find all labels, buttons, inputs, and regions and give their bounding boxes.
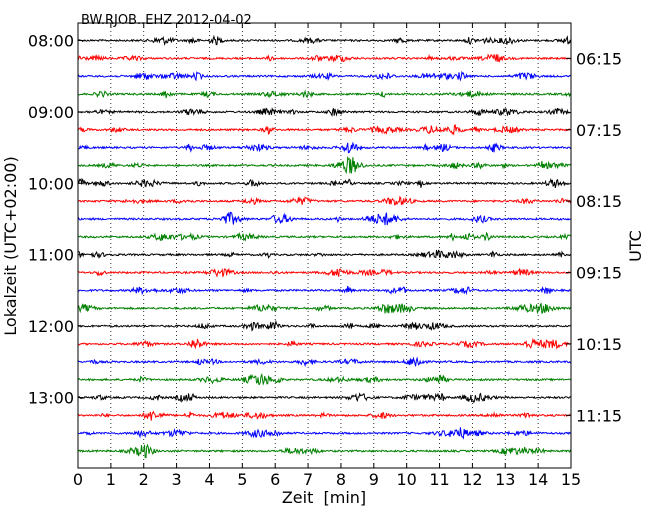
- x-tick-label: 15: [561, 470, 581, 489]
- trace-12: [77, 231, 572, 242]
- trace-4: [77, 89, 572, 99]
- trace-15: [77, 285, 572, 296]
- x-tick-label: 11: [429, 470, 449, 489]
- trace-17: [77, 319, 572, 332]
- trace-6: [77, 123, 572, 136]
- trace-11: [77, 211, 572, 226]
- x-tick-label: 13: [495, 470, 515, 489]
- trace-23: [77, 427, 572, 440]
- trace-1: [77, 34, 572, 47]
- right-tick-label: 08:15: [576, 192, 622, 211]
- left-tick-label: 08:00: [28, 32, 74, 51]
- trace-14: [77, 267, 572, 278]
- right-tick-label: 10:15: [576, 335, 622, 354]
- left-tick-label: 10:00: [28, 174, 74, 193]
- right-tick-label: 06:15: [576, 49, 622, 68]
- x-tick-label: 2: [139, 470, 149, 489]
- x-tick-label: 0: [73, 470, 83, 489]
- trace-21: [77, 392, 572, 404]
- x-tick-label: 12: [462, 470, 482, 489]
- right-tick-label: 09:15: [576, 264, 622, 283]
- trace-24: [77, 443, 572, 459]
- x-tick-label: 8: [336, 470, 346, 489]
- trace-3: [77, 70, 572, 82]
- left-tick-label: 13:00: [28, 389, 74, 408]
- trace-2: [77, 53, 572, 63]
- right-y-axis-label: UTC: [626, 230, 645, 262]
- x-axis-ticks: 0 1 2 3 4 5 6 7 8 9 10 11 12 13 14 15: [73, 23, 581, 489]
- trace-8: [77, 155, 572, 175]
- trace-7: [77, 141, 572, 154]
- left-tick-label: 09:00: [28, 103, 74, 122]
- trace-10: [77, 195, 572, 206]
- trace-16: [77, 302, 572, 315]
- plot-frame: [77, 22, 572, 469]
- x-tick-label: 9: [369, 470, 379, 489]
- right-y-axis-ticks: 06:15 07:15 08:15 09:15 10:15 11:15: [566, 49, 622, 425]
- trace-22: [77, 410, 572, 421]
- left-y-axis-ticks: 08:00 09:00 10:00 11:00 12:00 13:00: [28, 32, 83, 408]
- x-axis-label: Zeit [min]: [282, 488, 366, 507]
- trace-20: [77, 372, 572, 386]
- right-tick-label: 07:15: [576, 121, 622, 140]
- x-tick-label: 6: [270, 470, 280, 489]
- left-y-axis-label: Lokalzeit (UTC+02:00): [1, 156, 20, 335]
- x-tick-label: 5: [237, 470, 247, 489]
- trace-13: [77, 249, 572, 259]
- trace-18: [77, 337, 572, 350]
- trace-19: [77, 356, 572, 368]
- right-tick-label: 11:15: [576, 406, 622, 425]
- x-tick-label: 10: [396, 470, 416, 489]
- chart-title: BW.RJOB..EHZ 2012-04-02: [81, 13, 252, 28]
- x-tick-label: 1: [106, 470, 116, 489]
- x-tick-label: 4: [204, 470, 214, 489]
- left-tick-label: 12:00: [28, 317, 74, 336]
- left-tick-label: 11:00: [28, 246, 74, 265]
- x-tick-label: 14: [528, 470, 548, 489]
- x-tick-label: 7: [303, 470, 313, 489]
- seismogram-traces: [77, 34, 572, 459]
- trace-9: [77, 177, 572, 189]
- x-tick-label: 3: [172, 470, 182, 489]
- trace-5: [77, 107, 572, 117]
